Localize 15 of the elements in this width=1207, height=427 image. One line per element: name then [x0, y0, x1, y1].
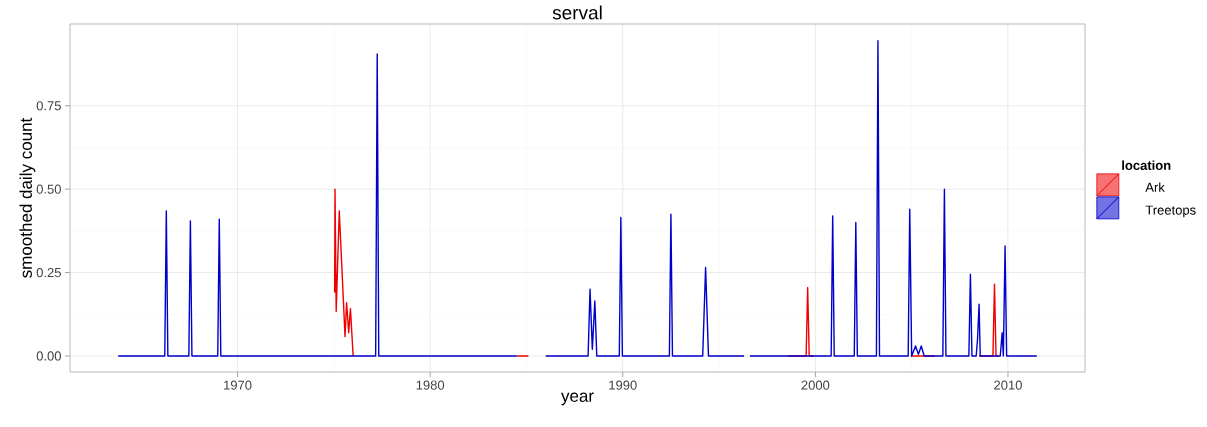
- legend-label: Ark: [1145, 182, 1165, 192]
- x-tick-label: 1990: [609, 380, 637, 390]
- y-axis-title: smoothed daily count: [19, 117, 36, 278]
- legend-title: location: [1122, 160, 1171, 170]
- x-tick-label: 1970: [224, 380, 252, 390]
- x-tick-label: 2000: [801, 380, 830, 390]
- x-tick-label: 2010: [994, 380, 1022, 390]
- y-tick-label: 0.75: [36, 101, 61, 111]
- x-tick-label: 1980: [416, 380, 445, 390]
- y-tick-label: 0.00: [36, 351, 61, 361]
- chart-title: serval: [552, 5, 602, 20]
- y-tick-label: 0.25: [36, 267, 61, 278]
- y-tick-label: 0.50: [36, 184, 61, 194]
- x-axis-title: year: [561, 392, 594, 406]
- legend-label: Treetops: [1145, 205, 1196, 218]
